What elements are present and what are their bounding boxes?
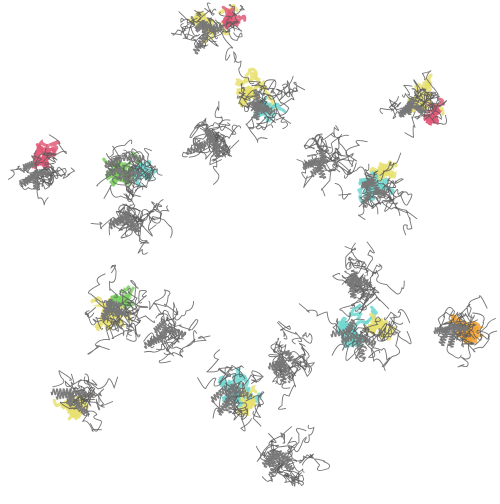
protein-cluster [50, 370, 119, 433]
protein-cluster [90, 181, 173, 255]
protein-cluster [379, 70, 448, 139]
protein-cluster [96, 139, 163, 202]
protein-cluster [296, 125, 371, 200]
protein-cluster [356, 152, 418, 236]
protein-cluster [181, 100, 242, 185]
protein-cluster [197, 349, 265, 432]
protein-cluster [84, 264, 149, 355]
protein-cluster [170, 2, 247, 61]
protein-cluster [233, 51, 306, 143]
protein-cluster [433, 295, 498, 368]
protein-cluster [121, 289, 211, 364]
protein-cluster [255, 424, 331, 487]
protein-cluster [331, 241, 405, 312]
protein-cluster [267, 320, 316, 410]
protein-cluster [298, 285, 412, 371]
protein-cluster [7, 134, 76, 206]
